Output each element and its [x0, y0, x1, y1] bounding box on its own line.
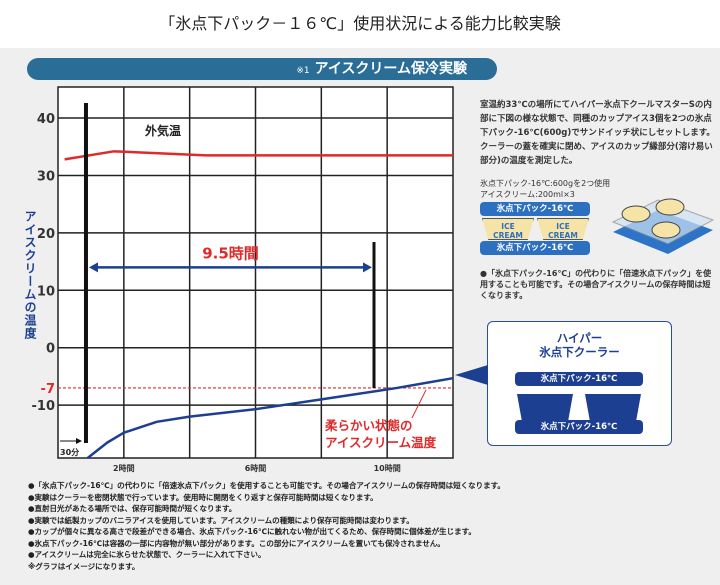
pack-bottom: 氷点下パック-16℃	[480, 241, 590, 255]
note-item: ●実験はクーラーを密閉状態で行っています。使用時に開閉をくり返すと保存可能時間は…	[28, 492, 378, 502]
series-line	[86, 376, 454, 459]
note-item: ●直射日光があたる場所では、保存可能時間が短くなります。	[28, 504, 237, 513]
arrow-head	[76, 438, 82, 444]
cooler-title-1: ハイパー	[556, 331, 603, 345]
label-leader	[411, 389, 427, 419]
section-banner: ※1 アイスクリーム保冷実験	[27, 58, 497, 80]
note-item: ●「氷点下パック-16℃」の代わりに「倍速氷点下パック」を使用することも可能です…	[28, 481, 505, 490]
y-tick-label: 30	[37, 169, 55, 184]
y-tick-label: 20	[37, 227, 55, 242]
series-label-icecream: 柔らかい状態の	[324, 418, 413, 433]
callout-pointer	[455, 365, 488, 385]
series-label-outdoor: 外気温	[145, 123, 181, 138]
marker-label: 30分	[60, 447, 79, 457]
cooler-pack-top: 氷点下パック-16℃	[515, 372, 643, 386]
y-tick-label: -7	[41, 382, 55, 397]
y-axis-label: アイスクリームの温度	[23, 210, 37, 340]
arrow-head	[363, 262, 372, 273]
y-tick-label: 10	[37, 284, 55, 299]
series-label-icecream: アイスクリーム温度	[325, 435, 437, 450]
cup-label: ICE	[501, 222, 515, 231]
note-item: ●実験では紙製カップのバニラアイスを使用しています。アイスクリームの種類により保…	[28, 515, 414, 525]
note-item: ※グラフはイメージになります。	[28, 561, 140, 571]
notes-list: ●「氷点下パック-16℃」の代わりに「倍速氷点下パック」を使用することも可能です…	[28, 480, 505, 572]
cup-label: CREAM	[493, 231, 523, 240]
y-tick-label: 40	[37, 112, 55, 127]
x-tick-label: 6時間	[245, 463, 267, 473]
banner-prefix: ※1	[296, 66, 310, 76]
x-tick-label: 10時間	[374, 463, 401, 473]
cooler-diagram: ハイパー 氷点下クーラー 氷点下パック-16℃ 氷点下パック-16℃	[487, 321, 672, 446]
banner-title: アイスクリーム保冷実験	[314, 61, 467, 77]
experiment-description: 室温約33℃の場所にてハイパー氷点下クールマスターSの内部に下図の様な状態で、同…	[480, 100, 715, 166]
arrow-head	[88, 262, 98, 273]
x-tick-label: 2時間	[113, 463, 135, 473]
marker-bar	[372, 242, 376, 388]
cup-illustration	[651, 221, 681, 239]
cup-illustration	[655, 198, 685, 216]
ice-cream-cup: ICE CREAM	[537, 218, 589, 240]
marker-bar	[83, 103, 88, 443]
cooler-pack-bottom: 氷点下パック-16℃	[515, 420, 643, 434]
spec-text: 氷点下パック-16℃:600gを2つ使用 アイスクリーム:200ml×3	[480, 178, 610, 200]
pack-top: 氷点下パック-16℃	[480, 202, 590, 216]
note-item: ●カップが個々に異なる高さで段差ができる場合、氷点下パック-16℃に触れない物が…	[28, 527, 476, 536]
side-note: ●「氷点下パック-16℃」の代わりに「倍速氷点下パック」を使用することも可能です…	[480, 269, 712, 300]
note-item: ●アイスクリームは完全に氷らせた状態で、クーラーに入れて下さい。	[28, 550, 266, 559]
page-title: 「氷点下パック－１６℃」使用状況による能力比較実験	[0, 0, 720, 48]
series-line	[64, 150, 453, 161]
duration-label: 9.5時間	[202, 244, 259, 262]
cooler-illustration	[611, 198, 715, 254]
spec-line: 氷点下パック-16℃:600gを2つ使用	[480, 179, 611, 188]
y-tick-label: -10	[32, 399, 56, 414]
y-tick-label: 0	[46, 342, 55, 357]
cup-illustration	[621, 205, 651, 223]
cooler-title-2: 氷点下クーラー	[539, 345, 620, 359]
cup-label: CREAM	[548, 231, 578, 240]
ice-cream-cup: ICE CREAM	[482, 218, 534, 240]
cup-shape	[585, 394, 641, 425]
cup-shape	[517, 394, 573, 425]
cup-label: ICE	[556, 222, 570, 231]
spec-line: アイスクリーム:200ml×3	[480, 190, 575, 199]
note-item: ●氷点下パック-16℃は容器の一部に内容物が無い部分があります。この部分にアイス…	[28, 538, 445, 548]
